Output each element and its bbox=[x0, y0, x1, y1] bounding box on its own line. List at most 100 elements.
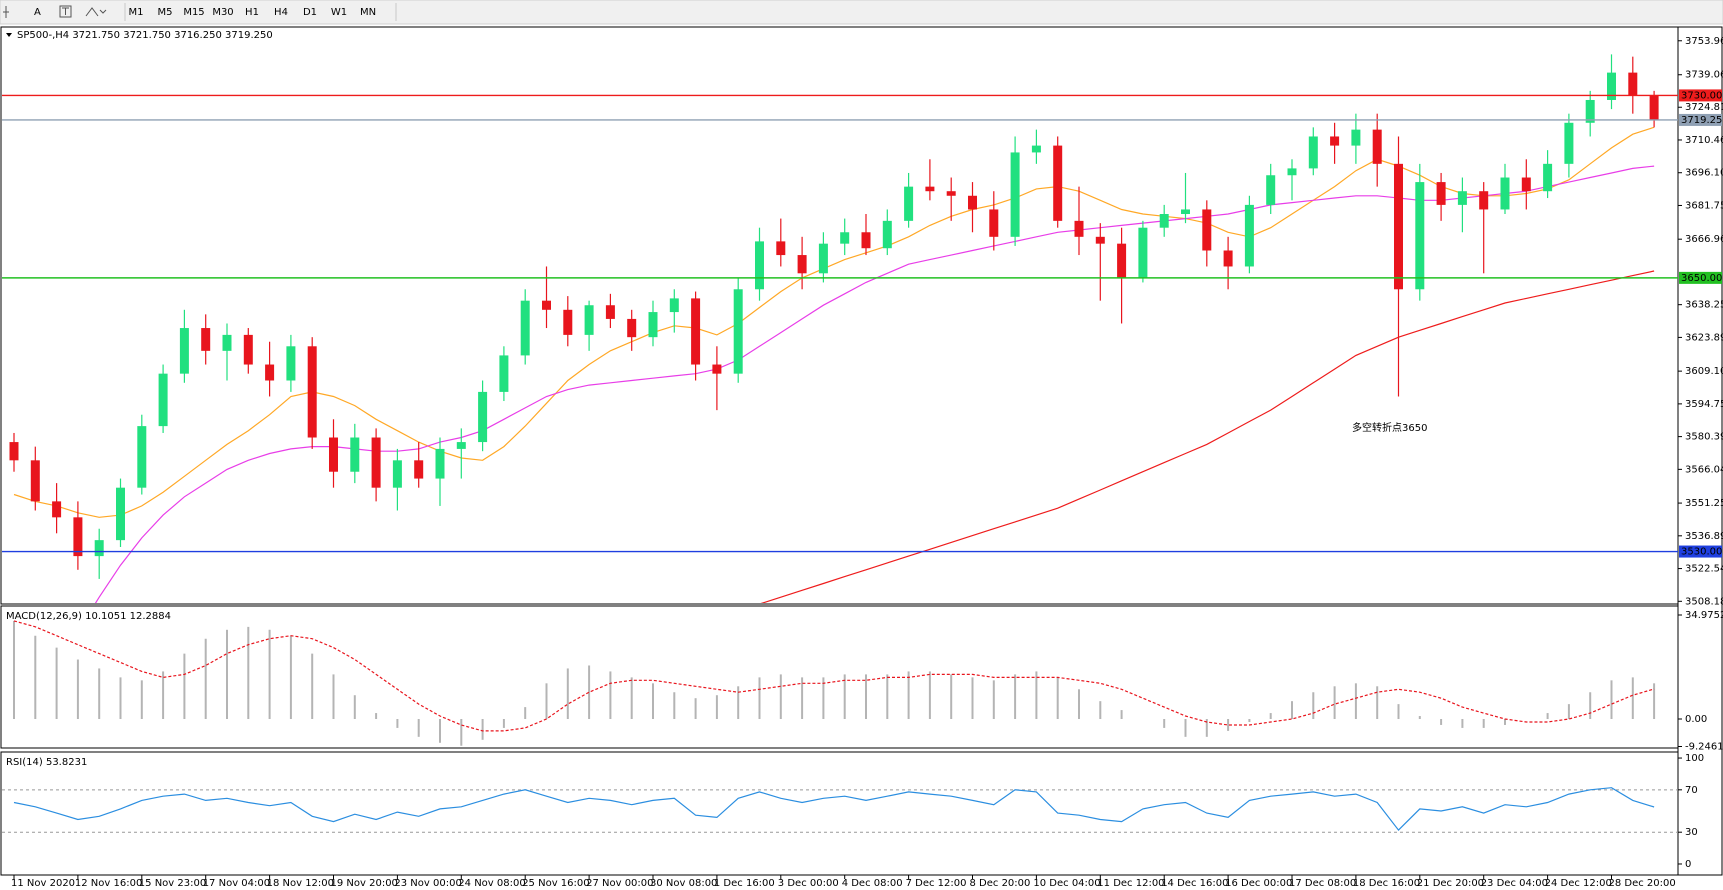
timeframe-label[interactable]: M5 bbox=[158, 7, 173, 18]
candle-body bbox=[1223, 250, 1233, 267]
cursor-icon[interactable] bbox=[3, 6, 9, 18]
timeframe-label[interactable]: M30 bbox=[212, 7, 233, 18]
candle-body bbox=[158, 373, 168, 427]
candle-body bbox=[542, 300, 551, 310]
y-tick-label: 3551.250 bbox=[1685, 498, 1723, 509]
candle-body bbox=[627, 318, 637, 338]
y-tick-label: 3594.750 bbox=[1685, 399, 1723, 410]
timeframe-label[interactable]: H1 bbox=[245, 7, 259, 18]
candle-body bbox=[925, 186, 935, 192]
candle-body bbox=[1330, 136, 1340, 146]
y-tick-label: 3536.895 bbox=[1685, 531, 1723, 542]
y-tick-label: 3666.960 bbox=[1685, 234, 1723, 245]
candle-body bbox=[989, 209, 999, 237]
x-tick-label: 14 Dec 16:00 bbox=[1161, 878, 1228, 889]
y-tick-label: 3609.105 bbox=[1685, 366, 1723, 377]
x-tick-label: 10 Dec 04:00 bbox=[1033, 878, 1100, 889]
candle-body bbox=[1117, 243, 1127, 278]
timeframe-label[interactable]: MN bbox=[360, 7, 376, 18]
indicator-header: MACD(12,26,9) 10.1051 12.2884 bbox=[6, 611, 171, 622]
candle-body bbox=[137, 426, 147, 488]
tool-icons bbox=[3, 3, 126, 21]
candle-body bbox=[904, 186, 914, 221]
x-tick-label: 17 Dec 08:00 bbox=[1289, 878, 1356, 889]
text-label-glyph bbox=[62, 7, 69, 15]
y-tick-label: 3753.960 bbox=[1685, 36, 1723, 47]
price-axis-frame bbox=[1677, 26, 1723, 876]
x-tick-label: 24 Dec 12:00 bbox=[1545, 878, 1612, 889]
candle-body bbox=[1095, 236, 1105, 244]
tool-label[interactable]: A bbox=[34, 7, 41, 18]
x-tick-label: 11 Nov 2020 bbox=[11, 878, 75, 889]
candle-body bbox=[1287, 168, 1297, 176]
text-label-icon[interactable] bbox=[59, 5, 72, 18]
y-tick-label: 3508.185 bbox=[1685, 596, 1723, 607]
y-tick-label: 3522.540 bbox=[1685, 564, 1723, 575]
main-pane bbox=[0, 26, 1679, 605]
candle-body bbox=[243, 334, 253, 365]
y-tick-label: 30 bbox=[1685, 827, 1698, 838]
y-tick-label: 3681.750 bbox=[1685, 200, 1723, 211]
candle-body bbox=[584, 305, 594, 335]
level-price-box bbox=[1679, 89, 1722, 102]
candle-body bbox=[307, 346, 317, 438]
candle-body bbox=[1010, 152, 1020, 237]
toolbar bbox=[0, 0, 1723, 25]
x-tick-label: 23 Dec 04:00 bbox=[1481, 878, 1548, 889]
x-tick-label: 4 Dec 08:00 bbox=[842, 878, 903, 889]
y-tick-label: 3566.040 bbox=[1685, 464, 1723, 475]
candle-body bbox=[1585, 99, 1595, 123]
x-tick-label: 12 Nov 16:00 bbox=[75, 878, 142, 889]
timeframe-label[interactable]: H4 bbox=[274, 7, 288, 18]
candle-body bbox=[1628, 72, 1638, 96]
rsi-pane bbox=[0, 751, 1679, 876]
candle-body bbox=[1372, 129, 1382, 164]
x-tick-label: 30 Nov 08:00 bbox=[650, 878, 717, 889]
timeframe-label[interactable]: W1 bbox=[331, 7, 347, 18]
candle-body bbox=[1031, 145, 1041, 153]
y-tick-label: 34.9752 bbox=[1685, 610, 1723, 621]
x-tick-label: 18 Dec 16:00 bbox=[1353, 878, 1420, 889]
y-tick-label: 3580.395 bbox=[1685, 432, 1723, 443]
candle-body bbox=[1159, 214, 1169, 228]
y-tick-label: 3696.105 bbox=[1685, 168, 1723, 179]
candle-body bbox=[1074, 220, 1084, 237]
y-tick-label: 3638.250 bbox=[1685, 300, 1723, 311]
candle-body bbox=[499, 355, 509, 392]
x-tick-label: 23 Nov 00:00 bbox=[394, 878, 461, 889]
candle-body bbox=[9, 442, 19, 461]
shapes-icon[interactable] bbox=[85, 7, 107, 17]
candle-body bbox=[1202, 209, 1212, 251]
candle-body bbox=[478, 391, 488, 443]
candle-body bbox=[968, 195, 977, 210]
candle-body bbox=[179, 328, 189, 374]
annotation: 多空转折点3650 bbox=[1352, 421, 1427, 434]
candle-body bbox=[1351, 129, 1361, 146]
candle-body bbox=[605, 305, 615, 319]
moving-average bbox=[760, 270, 1655, 603]
y-tick-label: 3623.895 bbox=[1685, 332, 1723, 343]
candle-body bbox=[818, 243, 828, 274]
x-tick-label: 19 Nov 20:00 bbox=[331, 878, 398, 889]
candle-body bbox=[414, 460, 424, 479]
y-tick-label: -9.2461 bbox=[1685, 742, 1723, 753]
candle-body bbox=[94, 540, 104, 557]
candle-body bbox=[1138, 227, 1148, 278]
timeframe-label[interactable]: D1 bbox=[303, 7, 317, 18]
x-tick-label: 17 Nov 04:00 bbox=[203, 878, 270, 889]
candle-body bbox=[52, 501, 62, 518]
x-tick-label: 24 Nov 08:00 bbox=[458, 878, 525, 889]
timeframe-label[interactable]: M15 bbox=[183, 7, 204, 18]
candle-body bbox=[755, 241, 764, 290]
x-tick-label: 28 Dec 20:00 bbox=[1609, 878, 1676, 889]
x-tick-label: 16 Dec 00:00 bbox=[1225, 878, 1292, 889]
x-tick-label: 27 Nov 00:00 bbox=[586, 878, 653, 889]
candle-body bbox=[116, 487, 125, 541]
y-tick-label: 0 bbox=[1685, 859, 1691, 870]
candle-body bbox=[1308, 136, 1318, 169]
y-tick-label: 3710.465 bbox=[1685, 135, 1723, 146]
timeframe-label[interactable]: M1 bbox=[129, 7, 144, 18]
candle-body bbox=[1479, 191, 1489, 210]
candle-body bbox=[648, 312, 658, 338]
